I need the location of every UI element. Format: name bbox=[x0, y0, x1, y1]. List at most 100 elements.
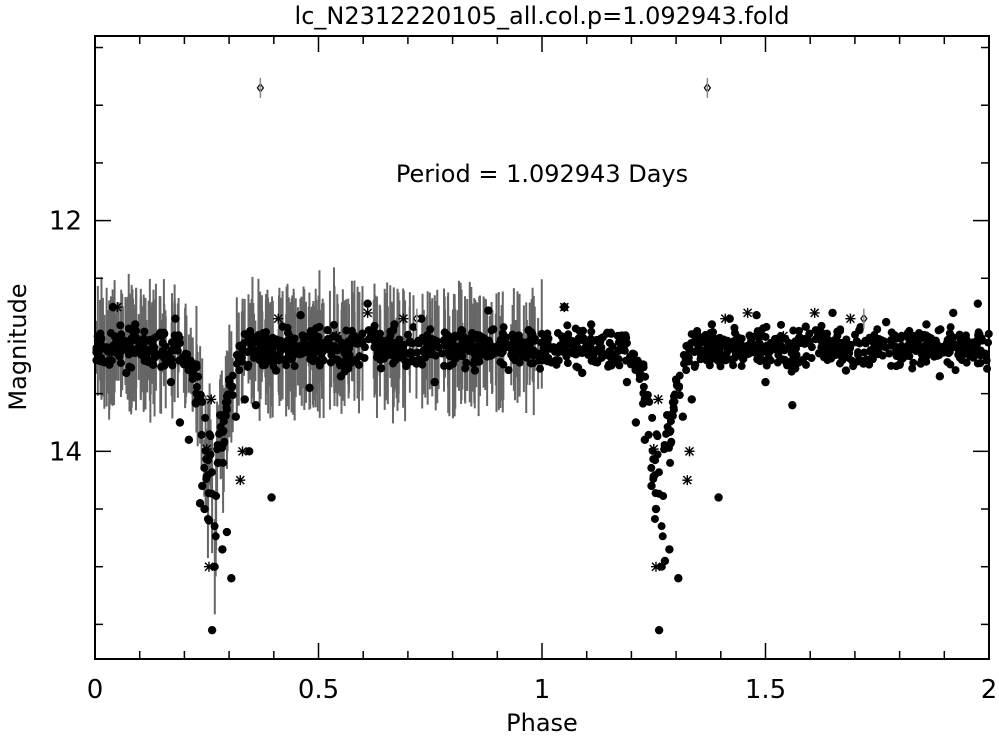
data-point bbox=[440, 361, 449, 370]
data-point bbox=[166, 377, 176, 387]
data-point bbox=[586, 348, 595, 357]
data-point bbox=[670, 397, 679, 406]
data-point bbox=[318, 347, 327, 356]
data-point bbox=[126, 336, 135, 345]
data-point bbox=[366, 331, 375, 340]
data-point bbox=[802, 360, 811, 369]
data-point bbox=[184, 359, 193, 368]
data-point bbox=[690, 348, 699, 357]
data-point bbox=[465, 338, 474, 347]
data-point bbox=[969, 348, 978, 357]
data-point bbox=[563, 321, 572, 330]
data-point bbox=[302, 332, 311, 341]
data-point bbox=[617, 338, 626, 347]
data-point bbox=[930, 345, 939, 354]
data-point bbox=[922, 320, 931, 329]
data-point bbox=[325, 340, 334, 349]
data-point bbox=[887, 361, 896, 370]
data-point bbox=[204, 456, 213, 465]
data-point bbox=[785, 340, 794, 349]
data-point bbox=[885, 349, 894, 358]
data-point bbox=[227, 574, 236, 583]
data-point bbox=[526, 359, 535, 368]
data-point bbox=[99, 343, 109, 352]
data-point bbox=[631, 418, 641, 427]
asterisk-point bbox=[682, 475, 693, 486]
data-point bbox=[563, 359, 572, 368]
data-point bbox=[586, 320, 596, 329]
data-point bbox=[468, 328, 477, 337]
data-point bbox=[139, 337, 149, 346]
data-point bbox=[257, 334, 266, 343]
data-point bbox=[247, 342, 256, 351]
data-point bbox=[838, 356, 847, 365]
data-point bbox=[881, 317, 891, 327]
data-point bbox=[545, 356, 554, 365]
data-point bbox=[794, 358, 803, 367]
data-point bbox=[283, 328, 292, 337]
data-point bbox=[499, 323, 508, 332]
data-point bbox=[191, 398, 200, 408]
data-point bbox=[222, 527, 232, 537]
data-point bbox=[659, 492, 668, 501]
data-point bbox=[175, 418, 185, 427]
data-point bbox=[682, 366, 691, 375]
data-point bbox=[740, 342, 749, 351]
data-point bbox=[666, 458, 675, 467]
data-point bbox=[430, 377, 439, 387]
data-point bbox=[461, 364, 470, 373]
data-point bbox=[935, 372, 945, 381]
data-point bbox=[489, 325, 498, 334]
data-points-layer bbox=[92, 77, 993, 635]
data-point bbox=[340, 349, 349, 358]
data-point bbox=[890, 331, 899, 340]
data-point bbox=[553, 329, 562, 338]
data-point bbox=[946, 323, 955, 332]
data-point bbox=[960, 335, 969, 344]
data-point bbox=[116, 359, 125, 368]
data-point bbox=[788, 400, 797, 410]
data-point bbox=[704, 334, 713, 343]
data-point bbox=[197, 430, 206, 439]
data-point bbox=[231, 412, 241, 421]
data-point bbox=[762, 322, 771, 331]
data-point bbox=[522, 348, 531, 357]
data-point bbox=[557, 347, 566, 356]
data-point bbox=[213, 458, 223, 468]
data-point bbox=[822, 351, 831, 360]
asterisk-point bbox=[416, 336, 427, 347]
x-tick-label: 0 bbox=[87, 675, 104, 705]
data-point bbox=[622, 356, 631, 365]
data-point bbox=[210, 562, 219, 571]
data-point bbox=[708, 344, 717, 353]
data-point bbox=[445, 352, 454, 361]
data-point bbox=[274, 336, 283, 345]
data-point bbox=[350, 331, 359, 341]
data-point bbox=[524, 325, 533, 335]
data-point bbox=[212, 492, 221, 501]
data-point bbox=[243, 362, 252, 371]
data-point bbox=[150, 334, 159, 343]
data-point bbox=[182, 350, 191, 359]
data-point bbox=[124, 324, 133, 333]
data-point bbox=[157, 331, 167, 341]
data-point bbox=[140, 327, 149, 336]
data-point bbox=[777, 320, 786, 329]
data-point bbox=[975, 335, 984, 344]
data-point bbox=[323, 325, 332, 335]
data-point bbox=[945, 338, 954, 347]
data-point bbox=[917, 356, 926, 365]
data-point bbox=[663, 411, 672, 420]
asterisk-point bbox=[201, 444, 212, 455]
asterisk-point bbox=[863, 336, 874, 347]
data-point bbox=[868, 354, 877, 364]
data-point bbox=[195, 499, 205, 508]
data-point bbox=[908, 364, 917, 373]
data-point bbox=[649, 474, 658, 483]
data-point bbox=[729, 361, 738, 370]
data-point bbox=[895, 360, 904, 370]
asterisk-point bbox=[778, 330, 789, 341]
data-point bbox=[363, 299, 372, 308]
data-point bbox=[235, 366, 244, 375]
data-point bbox=[573, 336, 582, 345]
